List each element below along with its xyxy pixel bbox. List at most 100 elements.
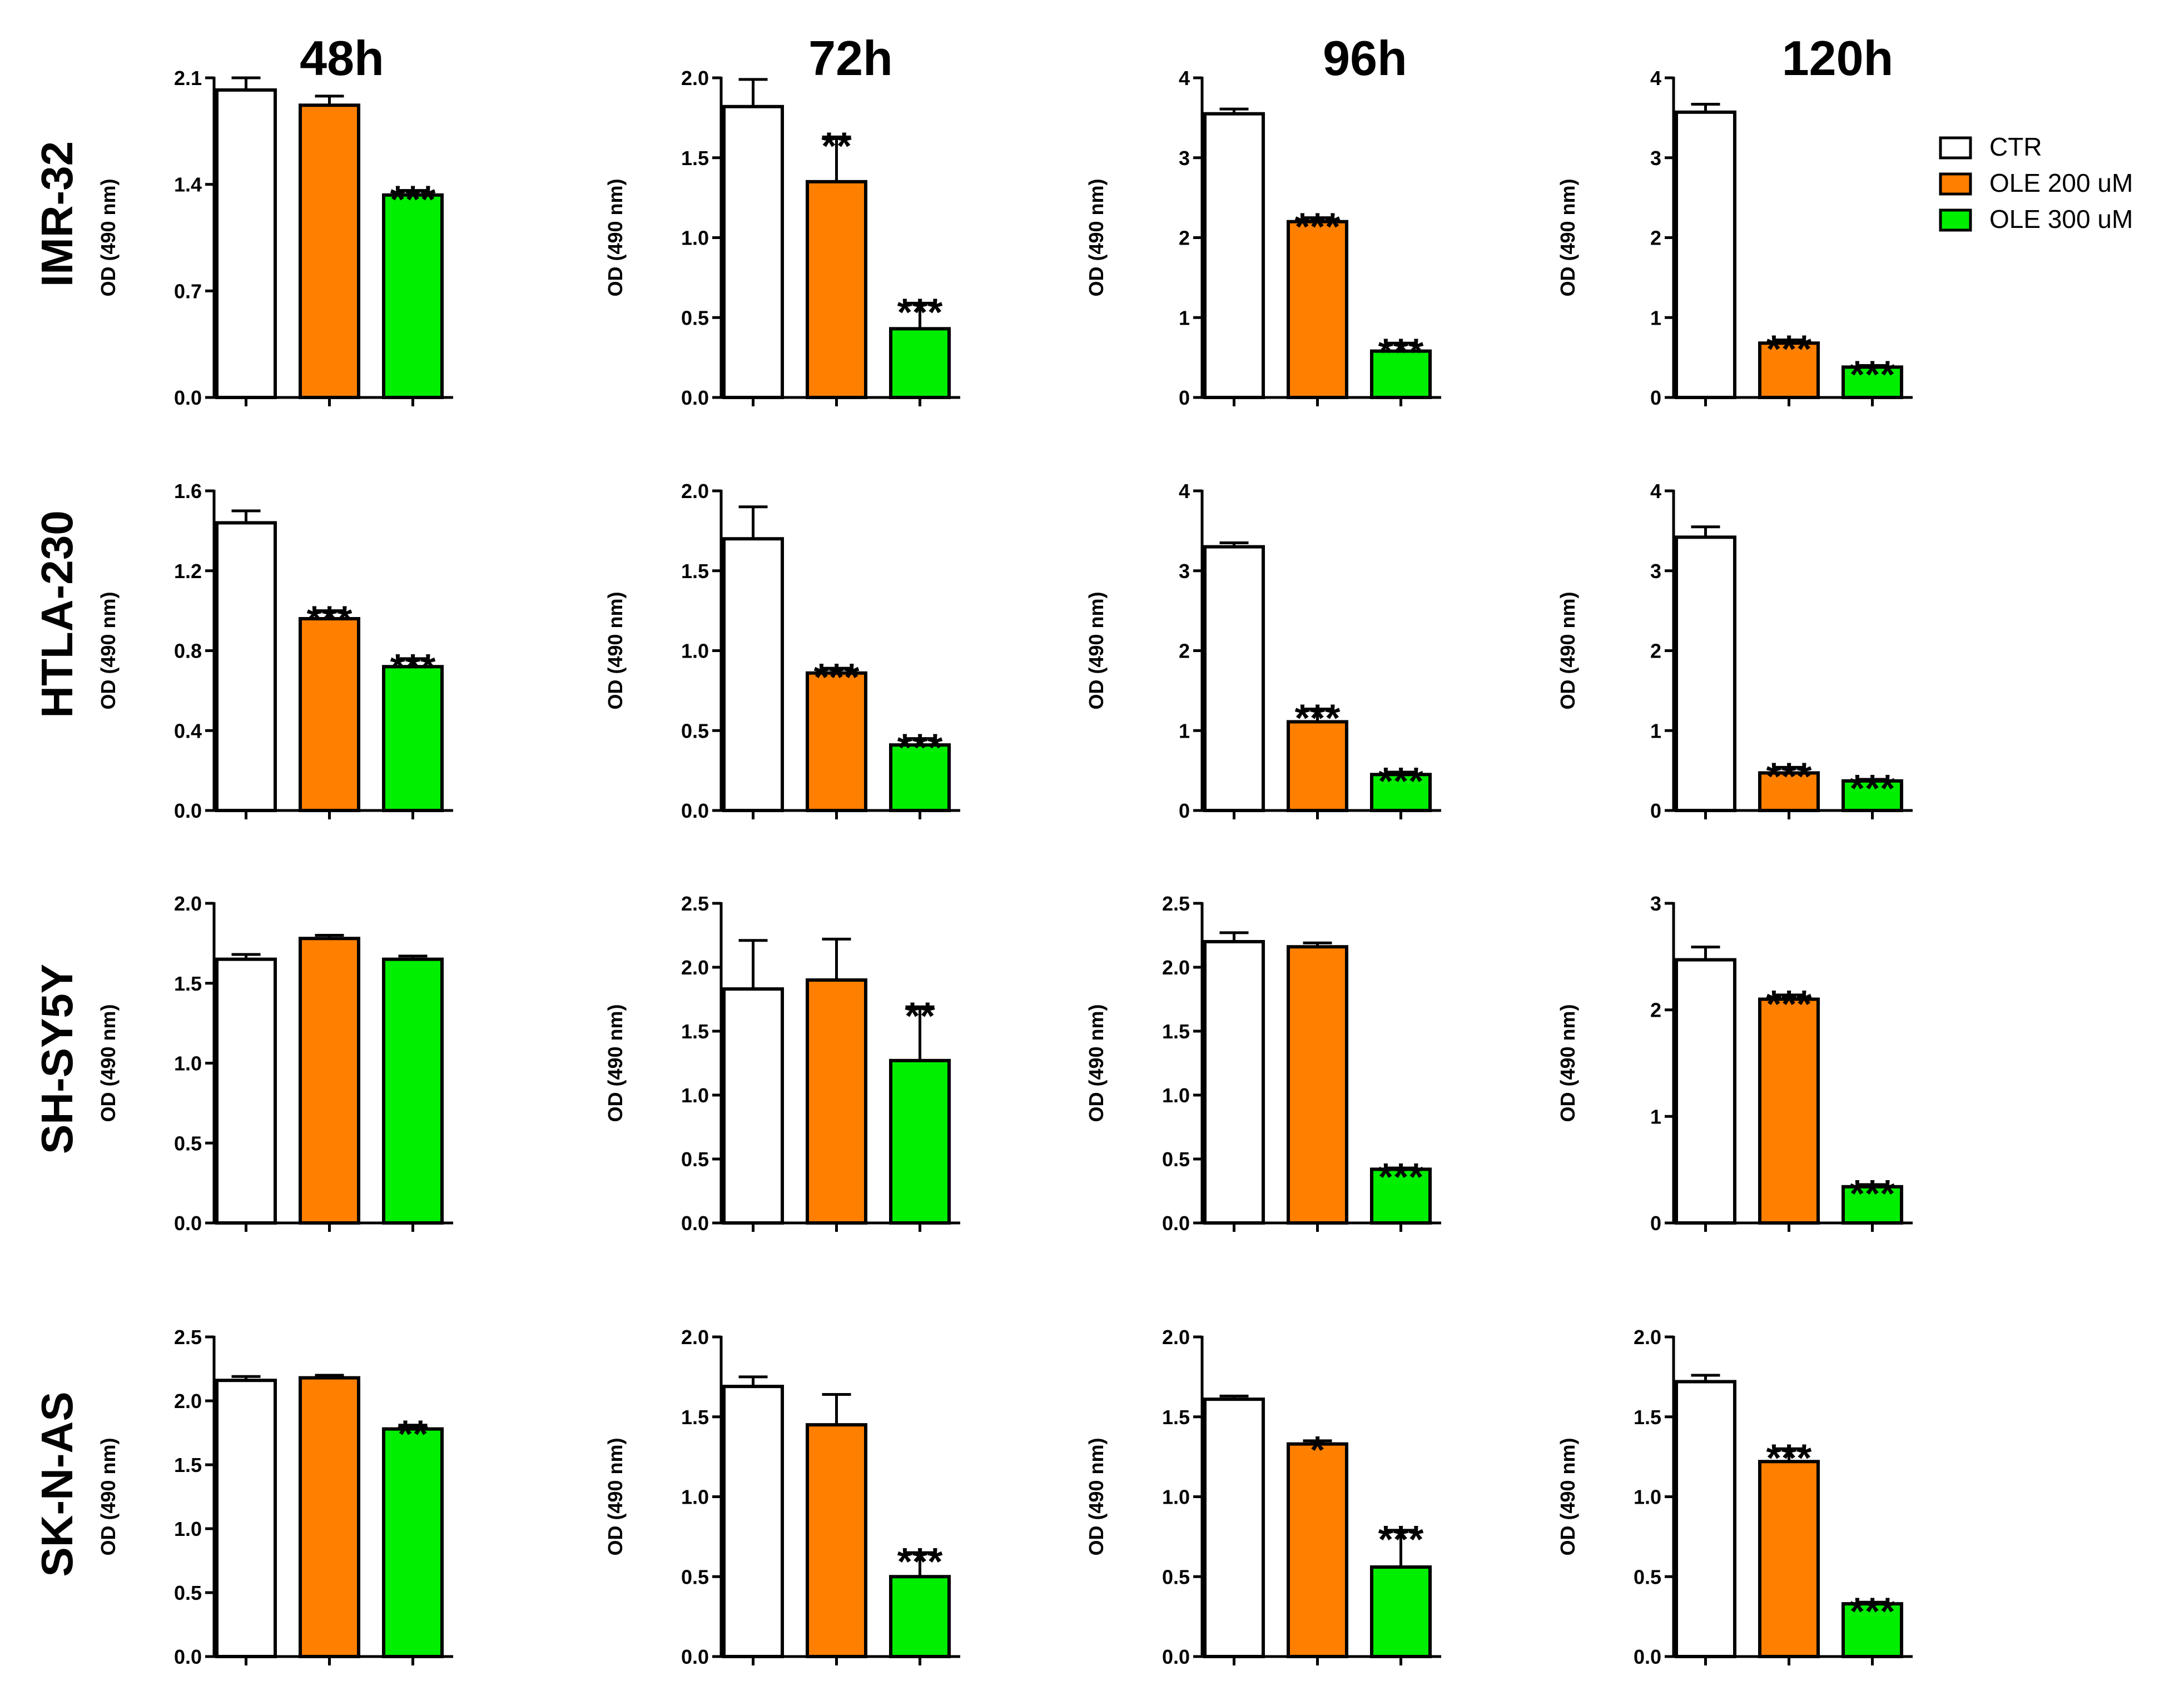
- significance-label: ***: [1378, 1155, 1424, 1198]
- bar-CTR: [215, 521, 277, 812]
- y-axis-label: OD (490 nm): [604, 178, 627, 296]
- y-tick-label: 2.0: [1162, 1326, 1190, 1349]
- y-tick-label: 1.5: [1634, 1406, 1661, 1429]
- bar-CTR: [1675, 535, 1736, 812]
- bar-OLE 200 uM: [1758, 997, 1820, 1225]
- y-tick-label: 4: [1650, 480, 1661, 503]
- bar-OLE 300 uM: [1841, 779, 1903, 812]
- significance-label: ***: [1850, 1589, 1895, 1633]
- bar-OLE 300 uM: [1841, 1185, 1903, 1225]
- y-tick-label: 1.5: [174, 1454, 202, 1476]
- y-tick-label: 1.5: [174, 972, 202, 995]
- y-tick-label: 0.4: [174, 719, 202, 742]
- bar-CTR: [215, 957, 277, 1225]
- y-tick-label: 2: [1179, 640, 1190, 663]
- bar-CTR: [215, 88, 277, 399]
- y-tick-label: 0.0: [681, 1212, 709, 1235]
- bar-OLE 200 uM: [1287, 720, 1348, 812]
- significance-label: ***: [390, 178, 436, 221]
- y-tick-label: 1: [1179, 306, 1190, 329]
- y-tick-label: 2.0: [681, 1326, 709, 1349]
- y-tick-label: 0.0: [1634, 1645, 1661, 1668]
- panel-SH-SY5Y-72h: 0.0 0.5 1.0 1.5 2.0 2.5 OD (490 nm) **: [604, 892, 960, 1235]
- bar-CTR: [1675, 110, 1736, 399]
- y-tick-label: 0.0: [174, 386, 202, 409]
- column-title: 96h: [1323, 31, 1407, 86]
- bar-OLE 300 uM: [1841, 365, 1903, 399]
- y-tick-label: 1.5: [681, 147, 709, 170]
- y-tick-label: 2.5: [174, 1326, 202, 1349]
- y-tick-label: 0.5: [174, 1132, 202, 1155]
- y-tick-label: 2: [1179, 227, 1190, 250]
- y-axis-label: OD (490 nm): [97, 1438, 120, 1555]
- bar-OLE 300 uM: [1370, 1565, 1432, 1658]
- bar-CTR: [1675, 958, 1736, 1225]
- y-tick-label: 2.0: [681, 480, 709, 503]
- significance-label: ***: [1378, 330, 1424, 374]
- y-tick-label: 2.5: [1162, 892, 1190, 915]
- y-axis-label: OD (490 nm): [1556, 1438, 1579, 1555]
- bar-OLE 300 uM: [889, 1575, 951, 1658]
- bar-CTR: [1675, 1380, 1736, 1658]
- bar-OLE 300 uM: [889, 1058, 951, 1225]
- legend-label: CTR: [1989, 132, 2042, 161]
- significance-label: ***: [1766, 327, 1812, 371]
- y-tick-label: 0.0: [174, 799, 202, 822]
- column-title: 120h: [1782, 31, 1894, 86]
- bar-OLE 300 uM: [889, 327, 951, 399]
- y-tick-label: 1: [1179, 719, 1190, 742]
- y-tick-label: 4: [1179, 67, 1190, 89]
- y-tick-label: 3: [1650, 147, 1661, 170]
- bar-CTR: [215, 1379, 277, 1658]
- y-tick-label: 0: [1179, 386, 1190, 409]
- bar-CTR: [722, 537, 784, 812]
- y-tick-label: 2.5: [681, 892, 709, 915]
- y-tick-label: 1.5: [1162, 1020, 1190, 1043]
- significance-label: ***: [1850, 767, 1895, 810]
- significance-label: ***: [1378, 1518, 1424, 1561]
- significance-label: **: [398, 1413, 428, 1456]
- y-tick-label: 2: [1650, 227, 1661, 250]
- y-tick-label: 2.0: [174, 892, 202, 915]
- bar-OLE 200 uM: [1287, 220, 1348, 399]
- bar-OLE 200 uM: [299, 103, 360, 400]
- y-tick-label: 2: [1650, 999, 1661, 1022]
- y-tick-label: 0.7: [174, 280, 202, 302]
- bar-OLE 200 uM: [1758, 341, 1820, 399]
- y-tick-label: 1.5: [1162, 1406, 1190, 1429]
- bar-OLE 300 uM: [382, 665, 444, 812]
- panel-SK-N-AS-72h: 0.0 0.5 1.0 1.5 2.0 OD (490 nm) ***: [604, 1326, 960, 1668]
- y-tick-label: 1.6: [174, 480, 202, 503]
- y-tick-label: 1.5: [681, 1406, 709, 1429]
- bar-OLE 300 uM: [1841, 1602, 1903, 1658]
- panel-HTLA-230-120h: 0 1 2 3 4 OD (490 nm) *** ***: [1556, 480, 1913, 822]
- legend-swatch: [1939, 208, 1972, 232]
- significance-label: *: [1310, 1428, 1326, 1471]
- bar-CTR: [1203, 940, 1265, 1225]
- y-axis-label: OD (490 nm): [1556, 1004, 1579, 1122]
- y-tick-label: 1.0: [681, 227, 709, 250]
- significance-label: **: [905, 994, 935, 1037]
- y-tick-label: 0.5: [681, 306, 709, 329]
- y-tick-label: 0.0: [1162, 1212, 1190, 1235]
- column-title: 72h: [808, 31, 893, 86]
- y-tick-label: 0: [1650, 799, 1661, 822]
- panel-HTLA-230-72h: 0.0 0.5 1.0 1.5 2.0 OD (490 nm) *** ***: [604, 480, 960, 822]
- bar-OLE 300 uM: [382, 957, 444, 1225]
- significance-label: ***: [1766, 754, 1812, 798]
- y-tick-label: 2.0: [1162, 956, 1190, 979]
- y-axis-label: OD (490 nm): [1085, 1004, 1108, 1122]
- bar-OLE 300 uM: [1370, 773, 1432, 812]
- panel-SH-SY5Y-120h: 0 1 2 3 OD (490 nm) *** ***: [1556, 892, 1913, 1235]
- y-tick-label: 1.0: [174, 1052, 202, 1075]
- y-tick-label: 1.5: [681, 560, 709, 583]
- bar-OLE 200 uM: [299, 1376, 360, 1659]
- significance-label: ***: [1850, 353, 1895, 396]
- legend: CTR OLE 200 uM OLE 300 uM: [1939, 132, 2133, 233]
- bar-CTR: [1203, 112, 1265, 399]
- significance-label: ***: [1295, 696, 1341, 739]
- bar-CTR: [722, 1385, 784, 1658]
- panel-HTLA-230-48h: 0.0 0.4 0.8 1.2 1.6 OD (490 nm) *** ***: [97, 480, 453, 822]
- y-tick-label: 1: [1650, 719, 1661, 742]
- y-tick-label: 0.0: [174, 1212, 202, 1235]
